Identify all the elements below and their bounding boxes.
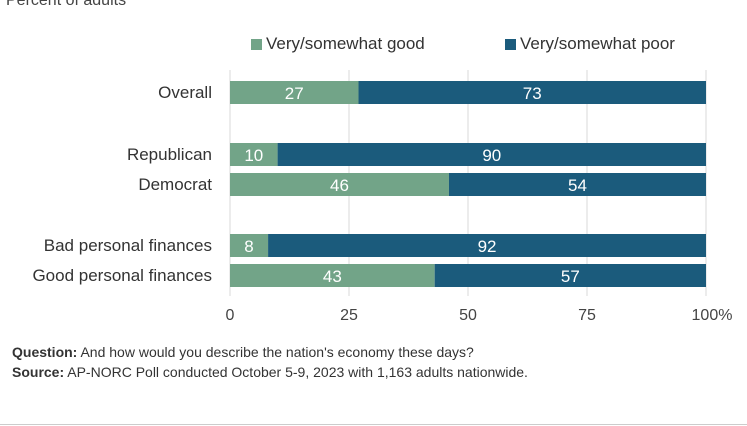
x-tick-label: 75 <box>578 307 596 324</box>
category-label: Democrat <box>138 175 212 194</box>
legend-item-poor: Very/somewhat poor <box>505 34 675 54</box>
bottom-divider <box>0 424 747 425</box>
legend-item-good: Very/somewhat good <box>251 34 425 54</box>
legend-label-good: Very/somewhat good <box>266 34 425 53</box>
question-label: Question: <box>12 344 78 360</box>
bar-segment <box>448 173 706 196</box>
bar-segment <box>268 234 706 257</box>
x-tick-label: 25 <box>340 307 358 324</box>
bar-segment <box>230 264 435 287</box>
category-label: Overall <box>158 83 212 102</box>
bar-segment <box>230 81 359 104</box>
category-label: Bad personal finances <box>44 236 212 255</box>
source-note: Source: AP-NORC Poll conducted October 5… <box>12 362 528 382</box>
category-label: Good personal finances <box>32 266 212 285</box>
x-tick-label: 100% <box>692 307 733 324</box>
question-note: Question: And how would you describe the… <box>12 342 528 362</box>
bar-value-label: 90 <box>482 146 501 165</box>
bar-segment <box>434 264 706 287</box>
bar-value-label: 92 <box>478 237 497 256</box>
question-text: And how would you describe the nation's … <box>77 344 474 360</box>
bar-segment <box>358 81 706 104</box>
x-tick-label: 0 <box>226 307 235 324</box>
bar-segment <box>230 173 449 196</box>
source-label: Source: <box>12 364 65 380</box>
bar-value-label: 46 <box>330 176 349 195</box>
bar-segment <box>230 234 269 257</box>
bar-value-label: 27 <box>285 84 304 103</box>
legend-swatch-poor <box>505 38 516 50</box>
chart-subtitle: Percent of adults <box>6 0 127 9</box>
legend-label-poor: Very/somewhat poor <box>520 34 675 53</box>
legend-swatch-good <box>251 38 262 50</box>
bar-value-label: 8 <box>244 237 253 256</box>
bar-value-label: 73 <box>523 84 542 103</box>
stacked-bar-chart: 0 25 50 75 100% Overall 27 73 Republican 10 90 Demo… <box>32 70 733 324</box>
chart-notes: Question: And how would you describe the… <box>12 342 528 382</box>
bar-value-label: 10 <box>244 146 263 165</box>
bar-segment <box>277 143 706 166</box>
source-text: AP-NORC Poll conducted October 5-9, 2023… <box>64 364 528 380</box>
bar-value-label: 54 <box>568 176 587 195</box>
bar-segment <box>230 143 278 166</box>
category-label: Republican <box>127 145 212 164</box>
bar-value-label: 57 <box>561 267 580 286</box>
bar-value-label: 43 <box>323 267 342 286</box>
x-tick-label: 50 <box>459 307 477 324</box>
